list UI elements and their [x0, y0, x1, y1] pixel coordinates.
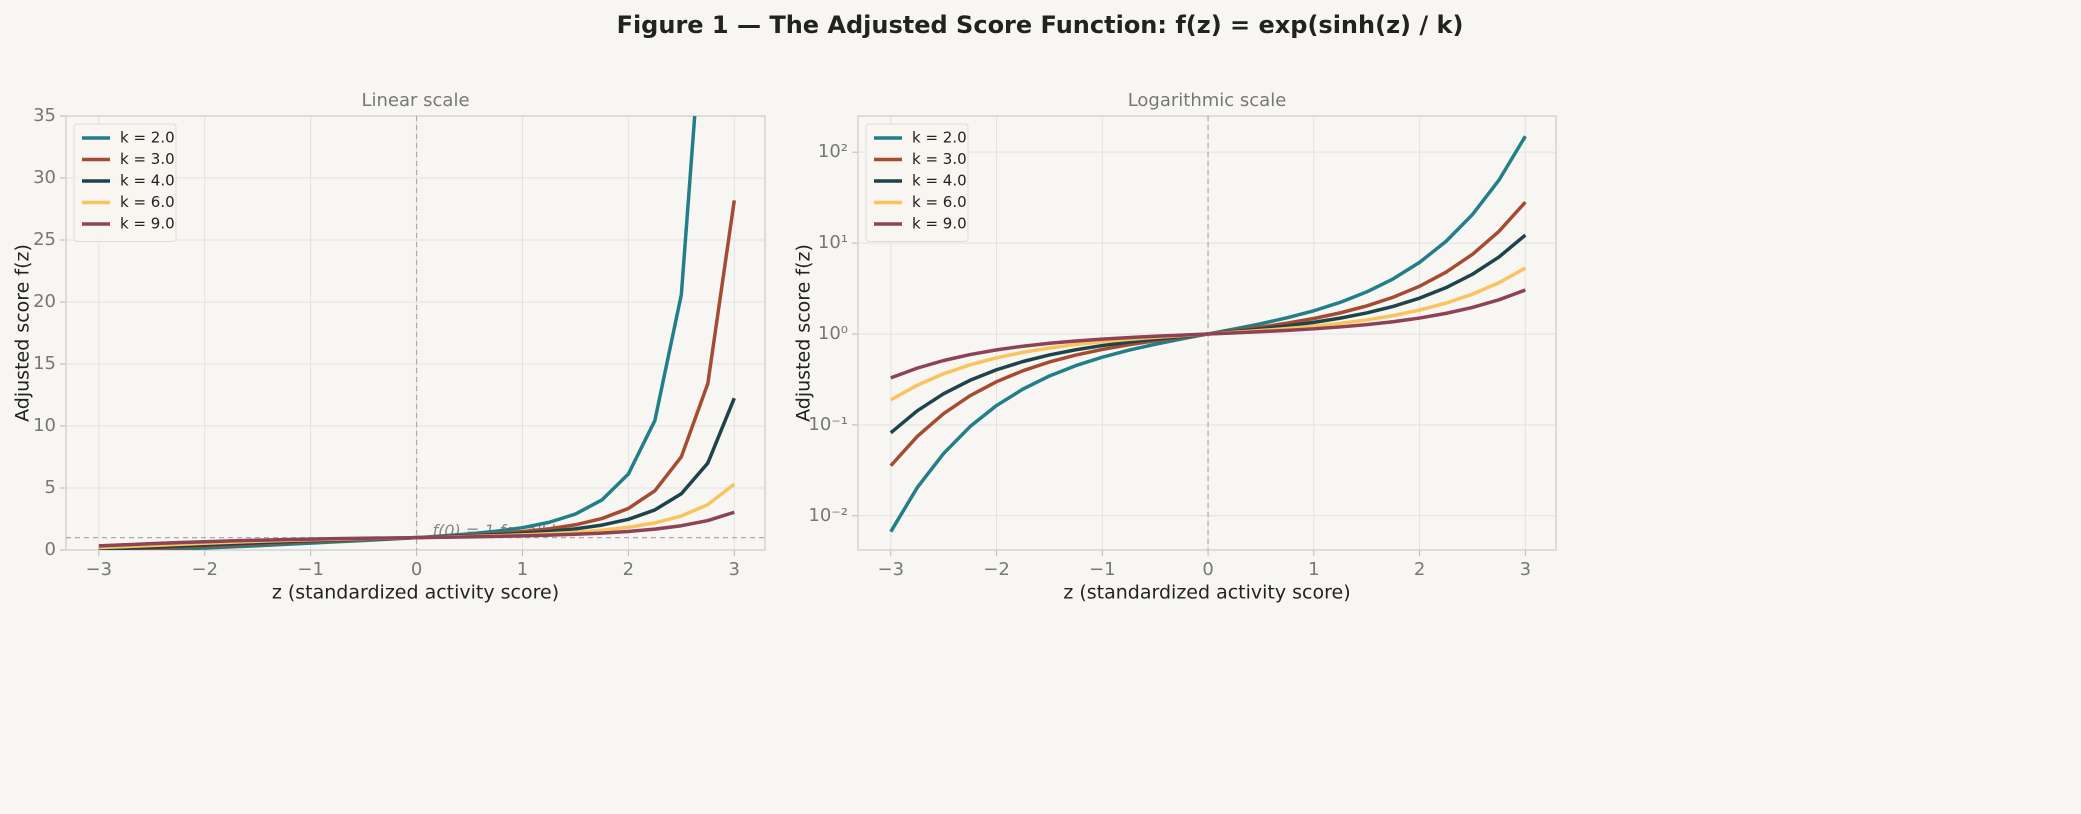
x-tick-label: 3 — [729, 559, 740, 580]
x-axis-label: z (standardized activity score) — [272, 582, 559, 604]
y-tick-label: 20 — [33, 291, 56, 312]
subplot-title: Logarithmic scale — [1128, 90, 1287, 111]
series-group — [889, 135, 1527, 533]
legend-label: k = 4.0 — [912, 172, 967, 190]
y-tick-label: 35 — [33, 105, 56, 126]
y-tick-label: 30 — [33, 167, 56, 188]
figure-title: Figure 1 — The Adjusted Score Function: … — [617, 11, 1464, 39]
y-axis-label: Adjusted score f(z) — [793, 244, 815, 422]
x-tick-label: 0 — [1202, 559, 1213, 580]
series-line — [890, 288, 1526, 380]
y-tick-label: 10 — [33, 415, 56, 436]
x-tick-label: 0 — [411, 559, 422, 580]
legend-label: k = 2.0 — [912, 129, 967, 147]
legend-label: k = 6.0 — [912, 193, 967, 211]
x-tick-label: −1 — [1089, 559, 1116, 580]
legend-label: k = 4.0 — [120, 172, 175, 190]
y-tick-label: 10⁰ — [818, 323, 848, 344]
y-tick-label: 10¹ — [818, 232, 848, 253]
x-tick-label: 1 — [517, 559, 528, 580]
x-tick-label: 2 — [1414, 559, 1425, 580]
x-tick-label: −3 — [86, 559, 113, 580]
legend-label: k = 9.0 — [120, 215, 175, 233]
subplot-title: Linear scale — [361, 90, 469, 111]
legend-box — [865, 123, 969, 242]
x-tick-label: 2 — [623, 559, 634, 580]
legend-box — [73, 123, 177, 242]
x-tick-label: −2 — [191, 559, 218, 580]
legend-label: k = 9.0 — [912, 215, 967, 233]
y-tick-label: 25 — [33, 229, 56, 250]
x-tick-label: −2 — [983, 559, 1010, 580]
x-tick-label: −1 — [297, 559, 324, 580]
legend-label: k = 2.0 — [120, 129, 175, 147]
y-tick-label: 0 — [45, 539, 56, 560]
x-axis-label: z (standardized activity score) — [1063, 582, 1350, 604]
x-tick-label: 1 — [1308, 559, 1319, 580]
y-tick-label: 5 — [45, 477, 56, 498]
x-tick-label: −3 — [878, 559, 905, 580]
y-tick-label: 10² — [818, 141, 848, 162]
series-group — [98, 116, 737, 550]
y-tick-label: 10⁻¹ — [808, 414, 848, 435]
y-tick-label: 15 — [33, 353, 56, 374]
y-tick-label: 10⁻² — [808, 505, 848, 526]
legend-label: k = 3.0 — [912, 150, 967, 168]
legend-label: k = 6.0 — [120, 193, 175, 211]
legend-label: k = 3.0 — [120, 150, 175, 168]
y-axis-label: Adjusted score f(z) — [12, 244, 34, 422]
plot-frame — [857, 115, 1557, 551]
x-tick-label: 3 — [1520, 559, 1531, 580]
plot-frame — [65, 115, 766, 551]
series-line — [98, 510, 735, 548]
